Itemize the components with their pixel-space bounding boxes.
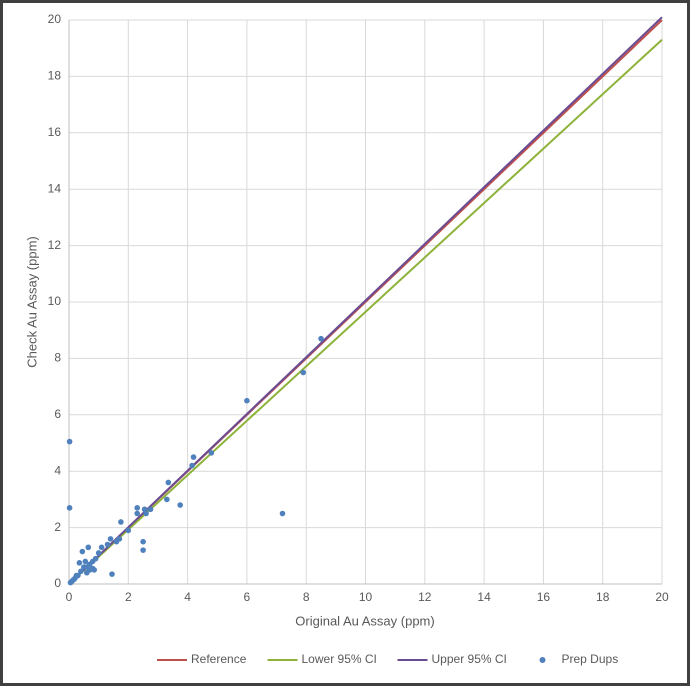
- data-point: [164, 496, 170, 503]
- data-point: [104, 541, 111, 548]
- data-point: [66, 438, 73, 445]
- data-point: [85, 544, 92, 551]
- data-point: [134, 510, 140, 517]
- y-tick-label: 8: [54, 351, 61, 365]
- data-point: [79, 548, 86, 555]
- data-point: [76, 560, 83, 566]
- data-point: [109, 571, 115, 577]
- data-point: [140, 547, 146, 553]
- y-tick-label: 4: [54, 463, 61, 477]
- x-tick-label: 6: [244, 590, 251, 604]
- data-point: [244, 397, 250, 404]
- data-point: [95, 550, 102, 556]
- data-point: [318, 335, 324, 342]
- legend-label: Prep Dups: [562, 652, 619, 666]
- x-tick-label: 4: [184, 590, 191, 604]
- data-point: [66, 505, 73, 511]
- data-point: [118, 519, 124, 525]
- x-tick-label: 8: [303, 590, 310, 604]
- x-tick-label: 14: [477, 590, 491, 604]
- y-tick-label: 14: [48, 181, 62, 195]
- series-line: [68, 39, 663, 585]
- series-line: [68, 16, 663, 585]
- legend-label: Upper 95% CI: [432, 652, 507, 666]
- y-axis-label: Check Au Assay (ppm): [24, 236, 39, 368]
- x-tick-label: 10: [359, 590, 373, 604]
- legend-label: Lower 95% CI: [302, 652, 377, 666]
- y-tick-label: 0: [54, 576, 61, 590]
- legend-label: Reference: [191, 652, 247, 666]
- data-point: [143, 510, 149, 517]
- x-tick-label: 0: [66, 590, 73, 604]
- y-tick-label: 18: [48, 69, 62, 83]
- x-tick-label: 16: [537, 590, 551, 604]
- data-point: [208, 450, 215, 456]
- y-tick-label: 10: [48, 294, 62, 308]
- data-point: [177, 502, 183, 508]
- x-tick-label: 2: [125, 590, 132, 604]
- data-point: [98, 544, 105, 551]
- x-tick-label: 12: [418, 590, 432, 604]
- data-point: [147, 506, 154, 513]
- data-point: [300, 369, 307, 376]
- data-point: [279, 510, 286, 517]
- data-point: [67, 579, 74, 586]
- legend-swatch: [539, 657, 546, 663]
- data-point: [89, 565, 96, 572]
- data-point: [141, 506, 148, 513]
- x-axis-label: Original Au Assay (ppm): [295, 613, 434, 628]
- data-point: [107, 536, 114, 542]
- data-point: [189, 462, 195, 469]
- y-tick-label: 6: [54, 407, 61, 421]
- y-tick-label: 2: [54, 520, 61, 534]
- data-point: [82, 558, 89, 565]
- data-point: [165, 479, 172, 486]
- y-tick-label: 20: [48, 12, 62, 26]
- x-tick-label: 20: [655, 590, 669, 604]
- data-point: [125, 527, 132, 534]
- data-point: [134, 505, 140, 511]
- data-point: [190, 454, 197, 460]
- x-tick-label: 18: [596, 590, 610, 604]
- y-tick-label: 12: [48, 238, 62, 252]
- y-tick-label: 16: [48, 125, 62, 139]
- data-point: [78, 568, 84, 575]
- data-point: [113, 538, 120, 545]
- data-point: [83, 564, 90, 570]
- data-point: [140, 538, 146, 545]
